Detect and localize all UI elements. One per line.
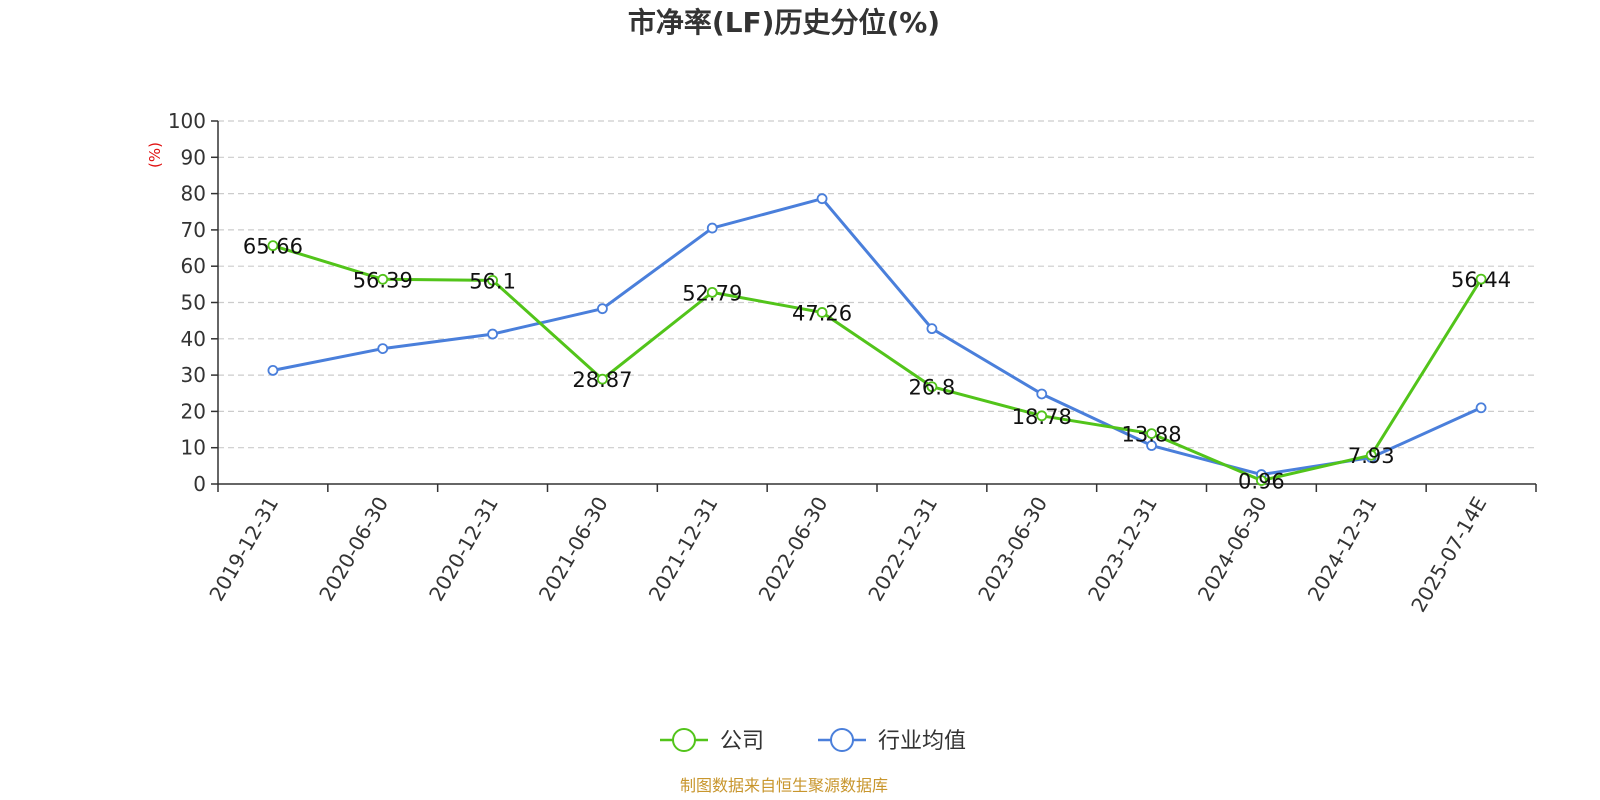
y-tick-label: 10: [181, 436, 206, 460]
x-tick-label: 2021-12-31: [644, 493, 723, 606]
legend-label: 公司: [720, 729, 764, 754]
data-point[interactable]: [597, 303, 608, 315]
data-label: 28.87: [572, 368, 632, 392]
data-point[interactable]: [377, 343, 389, 355]
data-point[interactable]: [1365, 449, 1377, 461]
y-tick-label: 80: [181, 182, 206, 206]
data-point[interactable]: [267, 240, 279, 252]
x-tick-label: 2020-12-31: [424, 493, 503, 606]
y-tick-label: 40: [181, 327, 206, 351]
x-tick-label: 2022-12-31: [863, 493, 942, 606]
x-tick-label: 2024-06-30: [1193, 493, 1272, 606]
x-tick-label: 2021-06-30: [534, 493, 613, 606]
data-point[interactable]: [926, 323, 938, 335]
y-tick-label: 50: [181, 291, 206, 315]
x-tick-label: 2023-06-30: [973, 493, 1052, 606]
chart-title: 市净率(LF)历史分位(%): [628, 6, 940, 39]
series-lines: [267, 193, 1487, 486]
data-point[interactable]: [816, 307, 828, 318]
data-point[interactable]: [1146, 440, 1157, 451]
data-point[interactable]: [1475, 402, 1487, 414]
data-label: 65.66: [243, 235, 303, 259]
data-label: 52.79: [682, 281, 742, 305]
data-point[interactable]: [926, 381, 938, 393]
x-tick-label: 2025-07-14E: [1406, 493, 1491, 617]
data-point[interactable]: [597, 373, 608, 385]
data-label: 0.96: [1238, 470, 1285, 494]
y-tick-label: 60: [181, 254, 206, 278]
y-tick-label: 90: [181, 145, 206, 169]
data-label: 13.88: [1122, 423, 1182, 447]
data-label: 7.93: [1348, 444, 1395, 468]
data-label: 56.44: [1451, 268, 1511, 292]
series-line-1: [272, 197, 1482, 477]
x-tick-label: 2023-12-31: [1083, 493, 1162, 606]
data-point[interactable]: [377, 273, 389, 285]
data-point[interactable]: [1475, 273, 1487, 285]
data-label: 56.39: [353, 268, 413, 292]
data-label: 18.78: [1012, 405, 1072, 429]
data-point[interactable]: [487, 274, 498, 286]
legend-label: 行业均值: [878, 729, 966, 754]
grid-lines: [218, 120, 1536, 449]
y-tick-label: 20: [181, 399, 206, 423]
data-point[interactable]: [816, 193, 828, 205]
data-label: 56.1: [469, 269, 516, 293]
data-label: 47.26: [792, 301, 852, 325]
y-axis-unit-label: (%): [146, 142, 164, 168]
series-line-0: [272, 244, 1483, 483]
data-point[interactable]: [706, 222, 718, 234]
data-point[interactable]: [267, 364, 279, 376]
legend-item-1[interactable]: 行业均值: [818, 728, 966, 754]
data-point[interactable]: [1036, 388, 1048, 400]
axes: 0 10 20 30 40 50 60 70 80 90 100 2019-12-31 2020-06-…: [168, 109, 1537, 617]
x-tick-label: 2019-12-31: [204, 493, 283, 606]
x-tick-label: 2020-06-30: [314, 493, 393, 606]
x-tick-label: 2024-12-31: [1303, 493, 1382, 606]
data-point[interactable]: [706, 286, 718, 298]
data-point[interactable]: [1256, 475, 1267, 486]
x-tick-label: 2022-06-30: [754, 493, 833, 606]
data-point[interactable]: [487, 328, 498, 340]
y-tick-label: 100: [168, 109, 206, 133]
legend-circle-marker: [830, 728, 854, 752]
legend[interactable]: 公司 行业均值: [660, 728, 966, 754]
data-point[interactable]: [1146, 428, 1157, 440]
data-point[interactable]: [1036, 410, 1048, 422]
data-label: 26.8: [909, 376, 956, 400]
legend-circle-marker: [672, 728, 696, 752]
data-labels: 65.66 56.39 56.1 28.87 52.79 47.26 26.8 18.78 13…: [243, 235, 1511, 494]
y-tick-label: 0: [193, 472, 206, 496]
y-tick-label: 30: [181, 363, 206, 387]
y-tick-label: 70: [181, 218, 206, 242]
legend-item-0[interactable]: 公司: [660, 728, 764, 754]
source-note: 制图数据来自恒生聚源数据库: [680, 776, 888, 795]
